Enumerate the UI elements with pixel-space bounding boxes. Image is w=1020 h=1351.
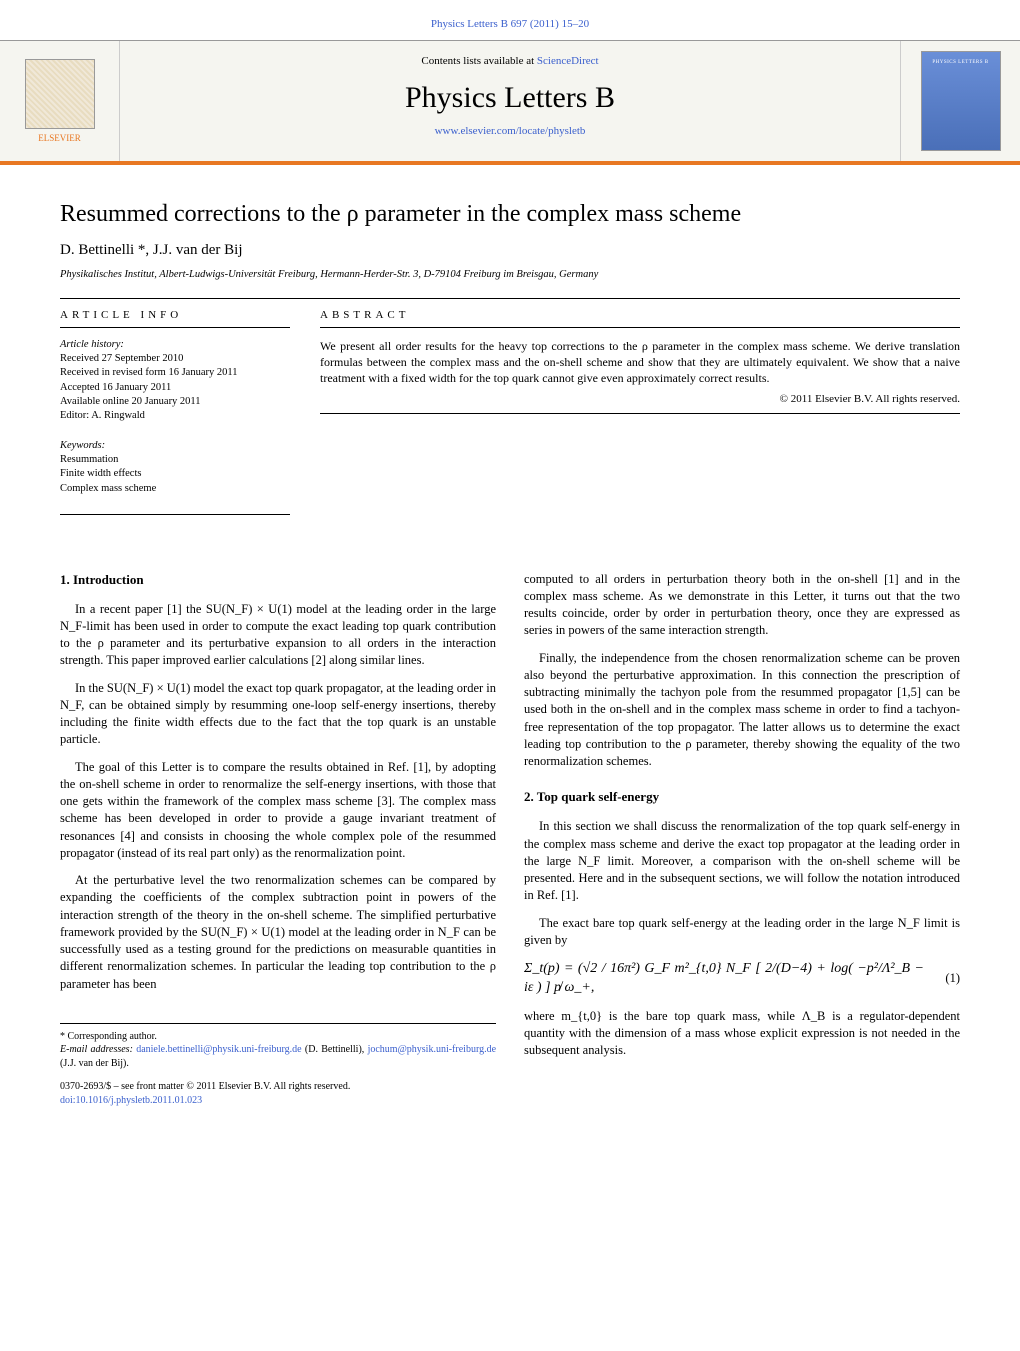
abstract-label: ABSTRACT [320,309,960,321]
divider [320,413,960,414]
email-addresses: E-mail addresses: daniele.bettinelli@phy… [60,1043,496,1070]
journal-url-link[interactable]: www.elsevier.com/locate/physletb [435,125,586,137]
equation-number: (1) [924,970,960,987]
contents-line: Contents lists available at ScienceDirec… [120,55,900,67]
paragraph: In the SU(N_F) × U(1) model the exact to… [60,680,496,749]
article-history: Article history: Received 27 September 2… [60,338,290,423]
article-title: Resummed corrections to the ρ parameter … [60,201,960,228]
publisher-logo-box: ELSEVIER [0,41,120,161]
journal-url: www.elsevier.com/locate/physletb [120,125,900,137]
paragraph: The exact bare top quark self-energy at … [524,915,960,950]
corresponding-author-note: * Corresponding author. [60,1030,496,1044]
right-column: computed to all orders in perturbation t… [524,571,960,1108]
equation-math: Σ_t(p) = (√2 / 16π²) G_F m²_{t,0} N_F [ … [524,959,924,998]
front-matter-text: 0370-2693/$ – see front matter © 2011 El… [60,1081,350,1092]
paragraph: Finally, the independence from the chose… [524,650,960,771]
paragraph: At the perturbative level the two renorm… [60,872,496,993]
email-attribution: (D. Bettinelli), [305,1044,364,1055]
emails-label: E-mail addresses: [60,1044,133,1055]
abstract-copyright: © 2011 Elsevier B.V. All rights reserved… [320,393,960,405]
divider [320,327,960,328]
front-matter-line: 0370-2693/$ – see front matter © 2011 El… [60,1080,496,1107]
publisher-name: ELSEVIER [25,133,95,143]
sciencedirect-link[interactable]: ScienceDirect [537,55,599,67]
section-heading-selfenergy: 2. Top quark self-energy [524,788,960,806]
body-columns: 1. Introduction In a recent paper [1] th… [60,571,960,1108]
article-info-column: ARTICLE INFO Article history: Received 2… [60,309,290,496]
section-heading-intro: 1. Introduction [60,571,496,589]
doi-link[interactable]: doi:10.1016/j.physletb.2011.01.023 [60,1095,202,1106]
divider [60,514,290,515]
author-list: D. Bettinelli *, J.J. van der Bij [60,242,960,259]
revised-date: Received in revised form 16 January 2011 [60,366,290,380]
elsevier-tree-icon [25,59,95,129]
keyword: Resummation [60,453,290,467]
keyword: Complex mass scheme [60,482,290,496]
elsevier-logo: ELSEVIER [25,59,95,143]
journal-cover-thumbnail: PHYSICS LETTERS B [921,51,1001,151]
accepted-date: Accepted 16 January 2011 [60,381,290,395]
paragraph: where m_{t,0} is the bare top quark mass… [524,1008,960,1060]
keywords-block: Keywords: Resummation Finite width effec… [60,439,290,496]
author-email-link[interactable]: daniele.bettinelli@physik.uni-freiburg.d… [136,1044,301,1055]
running-header: Physics Letters B 697 (2011) 15–20 [0,0,1020,40]
received-date: Received 27 September 2010 [60,352,290,366]
paragraph: In this section we shall discuss the ren… [524,818,960,904]
affiliation: Physikalisches Institut, Albert-Ludwigs-… [60,269,960,280]
email-attribution: (J.J. van der Bij). [60,1058,129,1069]
divider [60,327,290,328]
footnotes: * Corresponding author. E-mail addresses… [60,1023,496,1108]
article-info-label: ARTICLE INFO [60,309,290,321]
journal-name: Physics Letters B [120,81,900,115]
left-column: 1. Introduction In a recent paper [1] th… [60,571,496,1108]
abstract-column: ABSTRACT We present all order results fo… [320,309,960,496]
journal-masthead: ELSEVIER Contents lists available at Sci… [0,40,1020,165]
cover-label: PHYSICS LETTERS B [926,60,996,65]
editor: Editor: A. Ringwald [60,409,290,423]
article-body: Resummed corrections to the ρ parameter … [0,165,1020,1107]
metadata-row: ARTICLE INFO Article history: Received 2… [60,309,960,496]
paragraph: computed to all orders in perturbation t… [524,571,960,640]
masthead-center: Contents lists available at ScienceDirec… [120,41,900,161]
citation-link[interactable]: Physics Letters B 697 (2011) 15–20 [431,18,589,30]
journal-cover-box: PHYSICS LETTERS B [900,41,1020,161]
author-email-link[interactable]: jochum@physik.uni-freiburg.de [368,1044,496,1055]
paragraph: In a recent paper [1] the SU(N_F) × U(1)… [60,601,496,670]
paragraph: The goal of this Letter is to compare th… [60,759,496,863]
equation-1: Σ_t(p) = (√2 / 16π²) G_F m²_{t,0} N_F [ … [524,959,960,998]
divider [60,298,960,299]
abstract-text: We present all order results for the hea… [320,338,960,387]
online-date: Available online 20 January 2011 [60,395,290,409]
keyword: Finite width effects [60,467,290,481]
history-header: Article history: [60,338,290,352]
keywords-header: Keywords: [60,439,290,453]
contents-prefix: Contents lists available at [421,55,536,67]
